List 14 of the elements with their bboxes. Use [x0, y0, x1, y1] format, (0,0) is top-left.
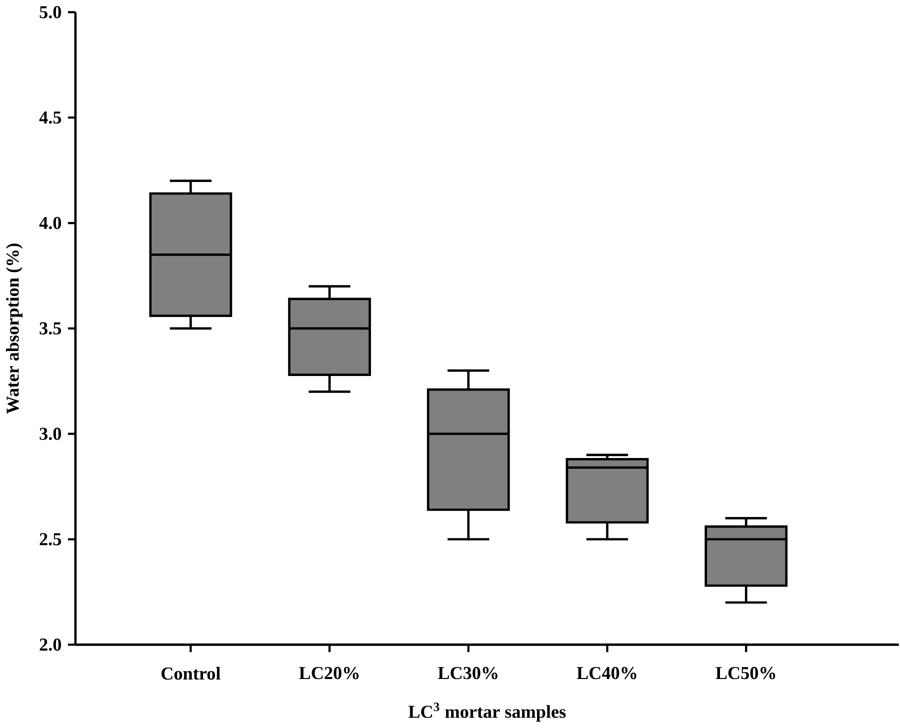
x-tick-label: Control: [162, 667, 220, 680]
x-axis-title: LC$^{3}$ mortar samples: [408, 702, 566, 722]
y-tick-label: 4.0: [39, 217, 62, 230]
x-tick-label: LC30%: [438, 667, 498, 680]
x-tick-label: LC20%: [299, 667, 359, 680]
y-tick-label: 4.5: [39, 112, 62, 124]
y-tick-label: 2.0: [40, 638, 62, 651]
x-tick-label: LC40%: [576, 667, 636, 680]
y-tick-label: 5.0: [40, 6, 62, 19]
y-tick-label: 3.0: [40, 428, 62, 440]
y-axis-title: Water absorption (%): [6, 244, 22, 414]
y-tick-label: 2.5: [40, 533, 62, 546]
y-tick-label: 3.5: [40, 322, 62, 335]
x-tick-label: LC50%: [716, 667, 776, 680]
